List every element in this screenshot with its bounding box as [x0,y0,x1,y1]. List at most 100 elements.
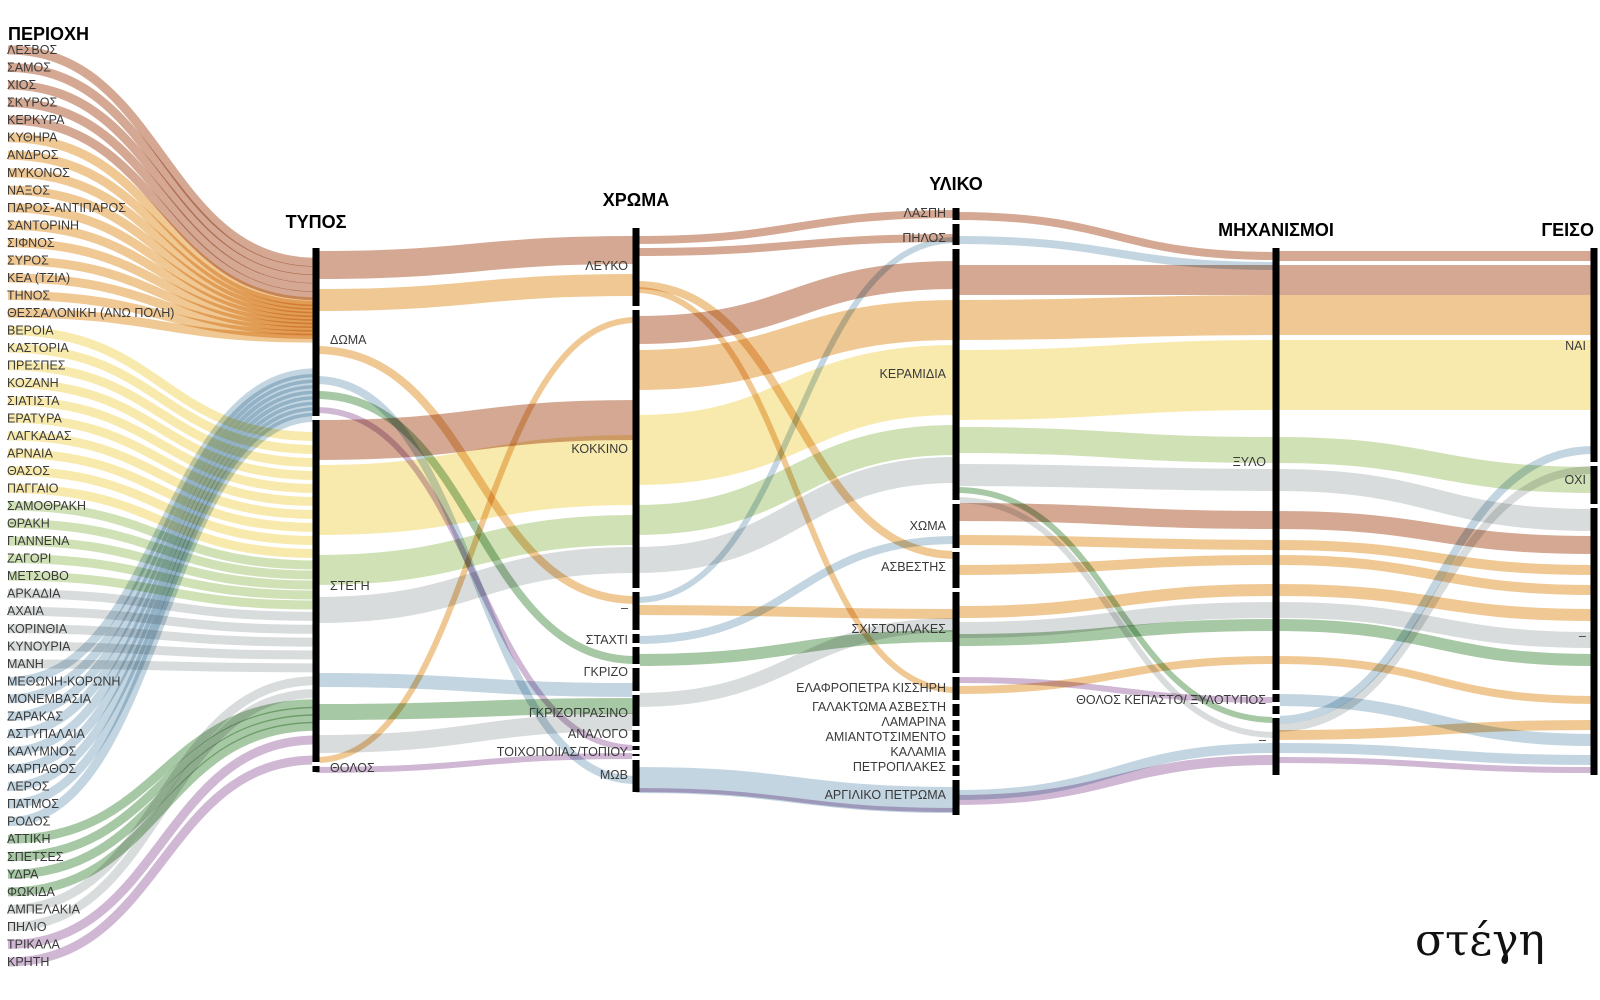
axis-gap-4 [1272,714,1280,718]
region-label: ΥΔΡΑ [7,867,39,881]
axis-gap-5 [1590,504,1598,508]
flow-ribbon-16 [635,234,957,256]
axis-gap-3 [952,761,960,765]
flow-region-49 [7,676,317,914]
node-label-axis-3: ΚΕΡΑΜΙΔΙΑ [880,367,947,381]
node-label-axis-1: ΣΤΕΓΗ [330,579,370,593]
axis-gap-2 [632,750,640,754]
axis-gap-3 [952,548,960,552]
flow-region-50 [7,689,317,932]
region-label: ΡΟΔΟΣ [7,815,51,829]
region-label: ΣΥΡΟΣ [7,253,49,267]
region-label: ΣΠΕΤΣΕΣ [7,850,64,864]
flow-ribbon-55 [1275,469,1595,531]
flow-ribbon-66 [1275,757,1595,773]
region-label: ΜΕΤΣΟΒΟ [7,569,69,583]
region-label: ΛΕΡΟΣ [7,780,50,794]
flow-ribbon-26 [635,630,957,666]
flow-ribbon-32 [955,236,1277,270]
node-label-axis-1: ΔΩΜΑ [330,333,367,347]
flow-ribbon-22 [635,425,957,535]
flow-region-4 [7,115,317,301]
region-label: ΚΟΖΑΝΗ [7,376,59,390]
region-label: ΑΡΝΑΙΑ [7,446,54,460]
flow-ribbon-23 [635,457,957,573]
flow-ribbon-14 [315,317,637,763]
flow-region-20 [7,396,317,493]
flow-ribbon-3 [315,435,637,535]
region-label: ΠΑΓΓΑΙΟ [7,481,59,495]
axis-gap-3 [952,673,960,677]
axis-title-3: ΥΛΙΚΟ [929,174,983,194]
flow-region-38 [7,379,317,721]
region-label: ΣΙΦΝΟΣ [7,236,55,250]
flow-ribbon-10 [315,346,637,604]
axis-bar-4 [1272,248,1280,775]
flow-ribbon-68 [1275,466,1595,732]
region-label: ΜΑΝΗ [7,657,44,671]
node-label-axis-3: ΛΑΜΑΡΙΝΑ [881,715,946,729]
axis-titles: ΠΕΡΙΟΧΗ ΤΥΠΟΣ ΧΡΩΜΑ ΥΛΙΚΟ ΜΗΧΑΝΙΣΜΟΙ ΓΕΙΣΟ [8,24,1594,240]
flow-region-3 [7,98,317,292]
region-label: ΑΝΔΡΟΣ [7,148,59,162]
node-label-axis-3: ΛΑΣΠΗ [904,206,946,220]
flow-ribbon-15 [635,210,957,244]
node-labels: ΛΕΣΒΟΣ ΣΑΜΟΣ ΧΙΟΣ ΣΚΥΡΟΣ ΚΕΡΚΥΡΑ ΚΥΘΗΡΑ ΑΝΔΡΟΣ… [7,43,1586,969]
axis-gap-3 [952,776,960,780]
flow-region-51 [7,735,317,949]
flow-region-34 [7,641,317,660]
region-label: ΓΙΑΝΝΕΝΑ [7,534,70,548]
flow-region-22 [7,431,317,519]
axis-gap-2 [632,630,640,634]
axis-gap-2 [632,588,640,592]
region-label: ΚΑΡΠΑΘΟΣ [7,762,77,776]
flow-ribbon-6 [315,673,637,697]
axis-gap-3 [952,588,960,592]
node-label-axis-3: ΚΑΛΑΜΙΑ [890,745,946,759]
region-label: ΑΧΑΙΑ [7,604,44,618]
axis-gap-2 [632,306,640,310]
axis-gap-3 [952,245,960,249]
node-label-axis-3: ΠΗΛΟΣ [902,231,946,245]
region-label: ΘΕΣΣΑΛΟΝΙΚΗ (ΑΝΩ ΠΟΛΗ) [7,306,174,320]
axis-gap-2 [632,664,640,668]
flow-region-37 [7,373,317,704]
axis-gap-4 [1272,702,1280,706]
flow-region-17 [7,343,317,454]
node-label-axis-3: ΠΕΤΡΟΠΛΑΚΕΣ [853,760,946,774]
node-label-axis-2: ΤΟΙΧΟΠΟΙΙΑΣ/ΤΟΠΙΟΥ [497,745,629,759]
axis-gap-3 [952,220,960,224]
flow-ribbon-19 [635,261,957,344]
axis-gap-1 [312,416,320,420]
region-label: ΖΑΓΟΡΙ [7,552,51,566]
flow-ribbon-27 [635,618,957,707]
flow-ribbon-37 [955,464,1277,491]
region-label: ΚΑΣΤΟΡΙΑ [7,341,69,355]
axis-title-4: ΜΗΧΑΝΙΣΜΟΙ [1218,220,1334,240]
region-label: ΕΡΑΤΥΡΑ [7,411,63,425]
region-label: ΣΑΝΤΟΡΙΝΗ [7,218,79,232]
region-label: ΘΑΣΟΣ [7,464,50,478]
flow-ribbon-63 [1275,694,1595,746]
axis-gap-3 [952,716,960,720]
region-label: ΣΚΥΡΟΣ [7,96,57,110]
flow-region-18 [7,361,317,467]
axis-title-2: ΧΡΩΜΑ [603,190,669,210]
node-label-axis-2: ΓΚΡΙΖΟ [584,665,629,679]
flow-ribbon-28 [635,767,957,813]
node-label-axis-5: – [1579,629,1586,643]
flow-ribbons [7,45,1595,967]
flow-ribbon-30 [635,237,957,603]
region-label: ΛΑΓΚΑΔΑΣ [7,429,72,443]
region-label: ΛΕΣΒΟΣ [7,43,57,57]
region-label: ΖΑΡΑΚΑΣ [7,709,63,723]
flow-ribbon-36 [955,427,1277,463]
flow-ribbon-39 [955,535,1277,550]
flow-ribbon-45 [955,755,1277,805]
flow-region-19 [7,378,317,480]
flow-ribbon-67 [1275,446,1595,724]
flow-ribbon-65 [1275,743,1595,765]
axis-bar-5 [1590,248,1598,775]
region-label: ΣΑΜΟΘΡΑΚΗ [7,499,86,513]
